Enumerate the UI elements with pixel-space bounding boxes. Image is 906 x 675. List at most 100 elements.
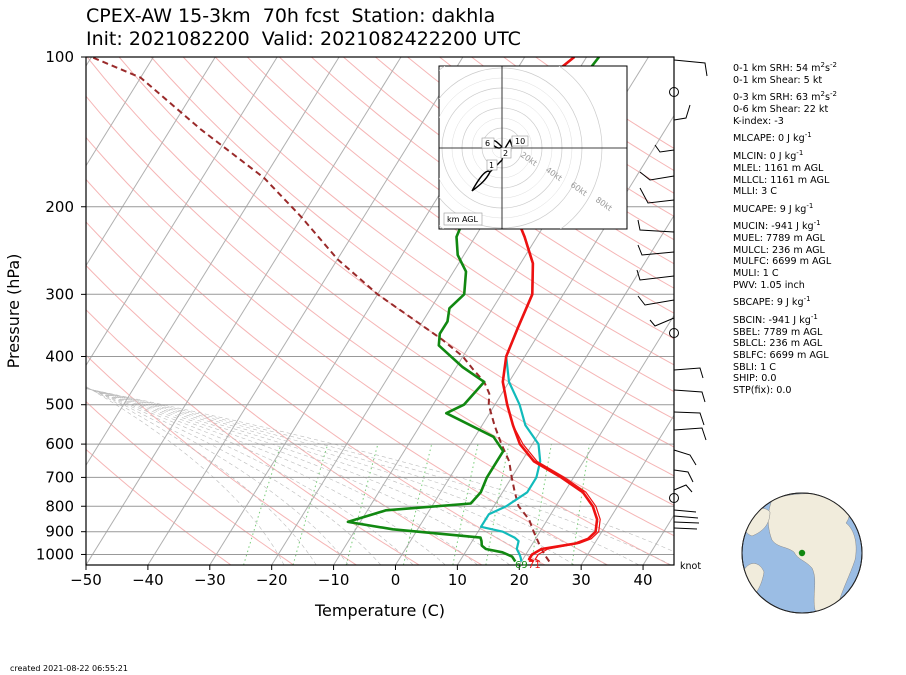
dry-adiabat <box>118 57 674 477</box>
isotherm <box>86 57 402 565</box>
isotherm <box>86 57 340 467</box>
moist-adiabat <box>86 387 414 565</box>
index-row: PWV: 1.05 inch <box>733 279 805 291</box>
y-tick-label: 600 <box>45 435 74 453</box>
index-row: MULCL: 236 m AGL <box>733 244 825 256</box>
wind-barbs <box>636 57 708 565</box>
created-timestamp: created 2021-08-22 06:55:21 <box>10 664 128 673</box>
x-tick-label: 0 <box>391 571 401 589</box>
mixing-ratio-line <box>403 443 433 565</box>
y-axis-label: Pressure (hPa) <box>4 254 23 369</box>
index-row: MUEL: 7789 m AGL <box>733 233 826 245</box>
x-tick-label: 20 <box>510 571 529 589</box>
y-tick-label: 500 <box>45 396 74 414</box>
y-tick-label: 100 <box>45 48 74 66</box>
moist-adiabat <box>86 387 478 565</box>
index-row: SBLI: 1 C <box>733 361 776 373</box>
svg-text:km AGL: km AGL <box>447 215 479 224</box>
index-row: STP(fix): 0.0 <box>733 384 792 396</box>
dry-adiabat <box>278 57 674 340</box>
moist-adiabat <box>86 386 317 565</box>
moist-adiabat <box>86 386 285 565</box>
background-lines <box>86 57 674 565</box>
isotherm <box>147 57 464 565</box>
index-row: MLEL: 1161 m AGL <box>733 162 824 174</box>
index-panel: 0-1 km SRH: 54 m2s-2 0-1 km Shear: 5 kt 0-… <box>733 57 837 396</box>
dry-adiabat <box>86 95 674 537</box>
x-tick-label: 40 <box>634 571 653 589</box>
dry-adiabat <box>182 57 674 420</box>
x-tick-label: 10 <box>448 571 467 589</box>
index-row: MUCAPE: 9 J kg-1 <box>733 201 814 215</box>
moist-adiabat <box>86 388 672 565</box>
isotherm <box>86 57 278 367</box>
moist-adiabat <box>86 387 446 565</box>
dry-adiabat <box>343 57 674 289</box>
wind-unit-label: knot <box>680 561 701 572</box>
x-tick-label: −30 <box>194 571 226 589</box>
isotherm <box>86 57 216 267</box>
location-globe <box>741 492 863 614</box>
index-row: 0-1 km SRH: 54 m2s-2 <box>733 61 837 75</box>
mixing-ratio-line <box>292 443 329 565</box>
y-tick-label: 200 <box>45 198 74 216</box>
x-tick-label: −50 <box>70 571 102 589</box>
isotherm <box>580 414 674 565</box>
index-row: 0-3 km SRH: 63 m2s-2 <box>733 90 837 104</box>
index-row: MULFC: 6699 m AGL <box>733 256 832 268</box>
y-tick-label: 900 <box>45 523 74 541</box>
moist-adiabat <box>86 388 607 565</box>
index-row: MLCAPE: 0 J kg-1 <box>733 131 812 145</box>
svg-text:1: 1 <box>489 161 494 170</box>
dry-adiabat <box>375 57 674 265</box>
index-row: K-index: -3 <box>733 115 784 127</box>
surface-dewpoint-label: 69 <box>515 560 528 571</box>
y-tick-label: 400 <box>45 348 74 366</box>
y-tick-label: 300 <box>45 285 74 303</box>
dry-adiabat <box>86 57 674 506</box>
index-row: 0-1 km Shear: 5 kt <box>733 74 823 86</box>
y-tick-label: 700 <box>45 468 74 486</box>
x-axis: −50 −40 −30 −20 −10 0 10 20 30 40 <box>70 565 653 589</box>
dry-adiabat <box>86 221 546 565</box>
index-row: SHIP: 0.0 <box>733 373 777 385</box>
svg-text:10: 10 <box>515 137 525 146</box>
isotherm <box>86 57 154 167</box>
moist-adiabat <box>86 388 640 565</box>
moist-adiabat <box>86 388 575 565</box>
y-tick-label: 1000 <box>36 545 74 563</box>
index-row: SBCAPE: 9 J kg-1 <box>733 295 811 309</box>
svg-text:2: 2 <box>503 149 508 158</box>
dry-adiabat <box>150 57 674 448</box>
dry-adiabat <box>86 354 357 565</box>
moist-adiabat <box>86 387 511 565</box>
index-row: 0-6 km Shear: 22 kt <box>733 104 829 116</box>
mixing-ratio-line <box>243 443 282 565</box>
x-tick-label: −40 <box>132 571 164 589</box>
index-row: MLLI: 3 C <box>733 186 777 198</box>
dry-adiabat <box>86 178 608 565</box>
moist-adiabat <box>86 387 382 565</box>
x-tick-label: −20 <box>256 571 288 589</box>
index-row: SBLCL: 236 m AGL <box>733 338 823 350</box>
y-tick-label: 800 <box>45 497 74 515</box>
svg-text:6: 6 <box>485 139 490 148</box>
moist-adiabat <box>86 386 349 565</box>
index-row: MULI: 1 C <box>733 268 779 280</box>
dry-adiabat <box>246 57 674 366</box>
isotherm <box>456 214 674 565</box>
isotherm <box>518 314 674 565</box>
index-row: MLCIN: 0 J kg-1 <box>733 149 804 163</box>
dry-adiabat <box>86 136 671 565</box>
dry-adiabat <box>86 400 294 565</box>
index-row: MLLCL: 1161 m AGL <box>733 174 830 186</box>
index-row: SBEL: 7789 m AGL <box>733 326 823 338</box>
mixing-ratio-line <box>571 444 590 565</box>
x-tick-label: −10 <box>318 571 350 589</box>
parcel-profile <box>91 57 551 563</box>
x-tick-label: 30 <box>572 571 591 589</box>
moist-adiabat <box>86 388 674 552</box>
chart-title-line2: Init: 2021082200 Valid: 2021082422200 UT… <box>86 28 521 50</box>
chart-title-line1: CPEX-AW 15-3km 70h fcst Station: dakhla <box>86 5 496 27</box>
